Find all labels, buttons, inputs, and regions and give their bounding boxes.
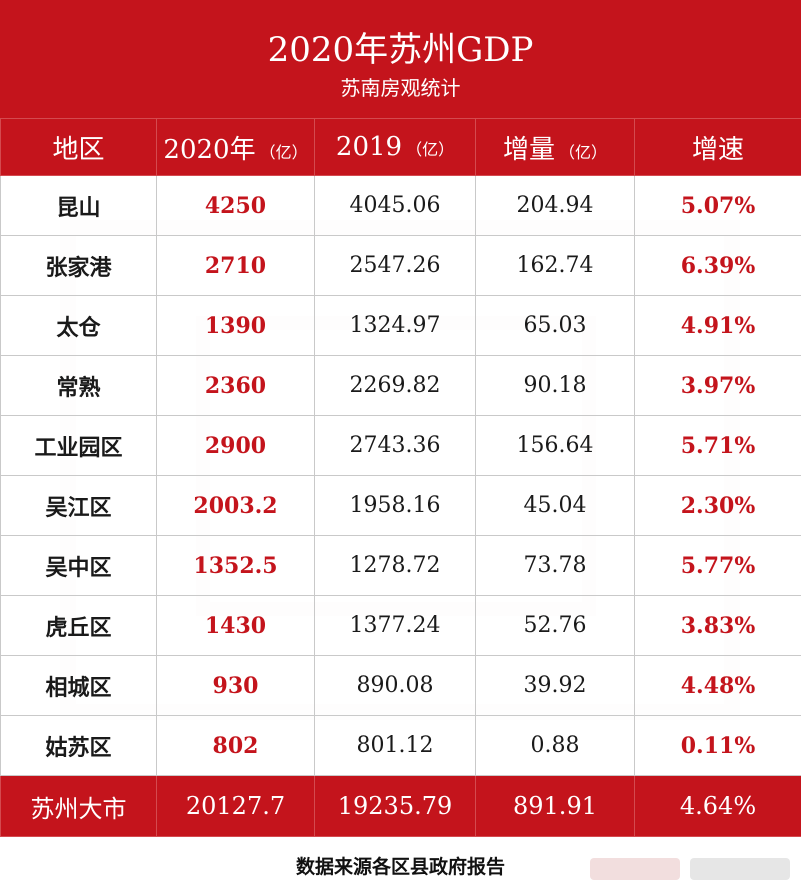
cell-increase: 0.88: [475, 715, 635, 776]
total-2020: 20127.7: [156, 775, 315, 837]
page-title: 2020年苏州GDP: [267, 30, 534, 70]
cell-increase: 52.76: [475, 595, 635, 656]
title-banner: 2020年苏州GDP 苏南房观统计: [0, 0, 801, 118]
cell-increase: 162.74: [475, 235, 635, 296]
header-region: 地区: [0, 118, 157, 176]
table-row: 张家港 2710 2547.26 162.74 6.39%: [0, 235, 801, 296]
cell-2020: 802: [156, 715, 315, 776]
cell-2019: 1278.72: [314, 535, 476, 596]
header-2020-unit: （亿）: [259, 142, 308, 162]
cell-increase: 204.94: [475, 175, 635, 236]
cell-2019: 801.12: [314, 715, 476, 776]
cell-2019: 2269.82: [314, 355, 476, 416]
cell-2019: 2743.36: [314, 415, 476, 476]
cell-2019: 890.08: [314, 655, 476, 716]
blurred-watermark-mark: [590, 858, 680, 880]
cell-region: 昆山: [0, 175, 157, 236]
cell-rate: 5.71%: [634, 415, 801, 476]
cell-2019: 1324.97: [314, 295, 476, 356]
cell-region: 虎丘区: [0, 595, 157, 656]
header-2020: 2020年 （亿）: [156, 118, 315, 176]
table-row: 常熟 2360 2269.82 90.18 3.97%: [0, 355, 801, 416]
table-row: 太仓 1390 1324.97 65.03 4.91%: [0, 295, 801, 356]
cell-2019: 1958.16: [314, 475, 476, 536]
cell-rate: 6.39%: [634, 235, 801, 296]
cell-increase: 39.92: [475, 655, 635, 716]
header-region-label: 地区: [52, 134, 105, 165]
table-row: 虎丘区 1430 1377.24 52.76 3.83%: [0, 595, 801, 656]
table-total-row: 苏州大市 20127.7 19235.79 891.91 4.64%: [0, 775, 801, 837]
cell-rate: 3.97%: [634, 355, 801, 416]
cell-rate: 0.11%: [634, 715, 801, 776]
page-subtitle: 苏南房观统计: [340, 76, 461, 100]
table-header-row: 地区 2020年 （亿） 2019 （亿） 增量 （亿） 增速: [0, 118, 801, 176]
cell-rate: 4.48%: [634, 655, 801, 716]
cell-2019: 1377.24: [314, 595, 476, 656]
cell-increase: 65.03: [475, 295, 635, 356]
header-2019-unit: （亿）: [406, 140, 455, 159]
blurred-watermark-mark: [690, 858, 790, 880]
cell-rate: 4.91%: [634, 295, 801, 356]
cell-2020: 2360: [156, 355, 315, 416]
cell-region: 常熟: [0, 355, 157, 416]
header-increase: 增量 （亿）: [475, 118, 635, 176]
cell-region: 吴江区: [0, 475, 157, 536]
cell-rate: 3.83%: [634, 595, 801, 656]
cell-increase: 73.78: [475, 535, 635, 596]
table-row: 姑苏区 802 801.12 0.88 0.11%: [0, 715, 801, 776]
cell-2020: 930: [156, 655, 315, 716]
table-row: 吴江区 2003.2 1958.16 45.04 2.30%: [0, 475, 801, 536]
source-note: 数据来源各区县政府报告: [295, 856, 505, 878]
table-row: 昆山 4250 4045.06 204.94 5.07%: [0, 175, 801, 236]
gdp-table: 地区 2020年 （亿） 2019 （亿） 增量 （亿） 增速 昆山 4250 4045.…: [0, 118, 801, 837]
total-region: 苏州大市: [0, 775, 157, 837]
table-row: 吴中区 1352.5 1278.72 73.78 5.77%: [0, 535, 801, 596]
cell-2020: 1430: [156, 595, 315, 656]
cell-region: 工业园区: [0, 415, 157, 476]
header-rate: 增速: [634, 118, 801, 176]
table-row: 工业园区 2900 2743.36 156.64 5.71%: [0, 415, 801, 476]
total-rate: 4.64%: [634, 775, 801, 837]
cell-region: 相城区: [0, 655, 157, 716]
cell-region: 张家港: [0, 235, 157, 296]
cell-2020: 2003.2: [156, 475, 315, 536]
header-2020-label: 2020年: [163, 134, 256, 165]
cell-rate: 5.07%: [634, 175, 801, 236]
cell-region: 姑苏区: [0, 715, 157, 776]
cell-region: 太仓: [0, 295, 157, 356]
total-2019: 19235.79: [314, 775, 476, 837]
header-rate-label: 增速: [691, 134, 744, 165]
header-2019: 2019 （亿）: [314, 118, 476, 176]
cell-2020: 2900: [156, 415, 315, 476]
total-increase: 891.91: [475, 775, 635, 837]
cell-2020: 2710: [156, 235, 315, 296]
cell-2020: 1352.5: [156, 535, 315, 596]
cell-2019: 4045.06: [314, 175, 476, 236]
cell-increase: 156.64: [475, 415, 635, 476]
cell-increase: 45.04: [475, 475, 635, 536]
cell-region: 吴中区: [0, 535, 157, 596]
cell-rate: 5.77%: [634, 535, 801, 596]
cell-rate: 2.30%: [634, 475, 801, 536]
cell-increase: 90.18: [475, 355, 635, 416]
table-row: 相城区 930 890.08 39.92 4.48%: [0, 655, 801, 716]
cell-2019: 2547.26: [314, 235, 476, 296]
header-increase-unit: （亿）: [559, 142, 608, 162]
header-2019-label: 2019: [335, 132, 403, 162]
header-increase-label: 增量: [502, 134, 555, 165]
cell-2020: 4250: [156, 175, 315, 236]
cell-2020: 1390: [156, 295, 315, 356]
